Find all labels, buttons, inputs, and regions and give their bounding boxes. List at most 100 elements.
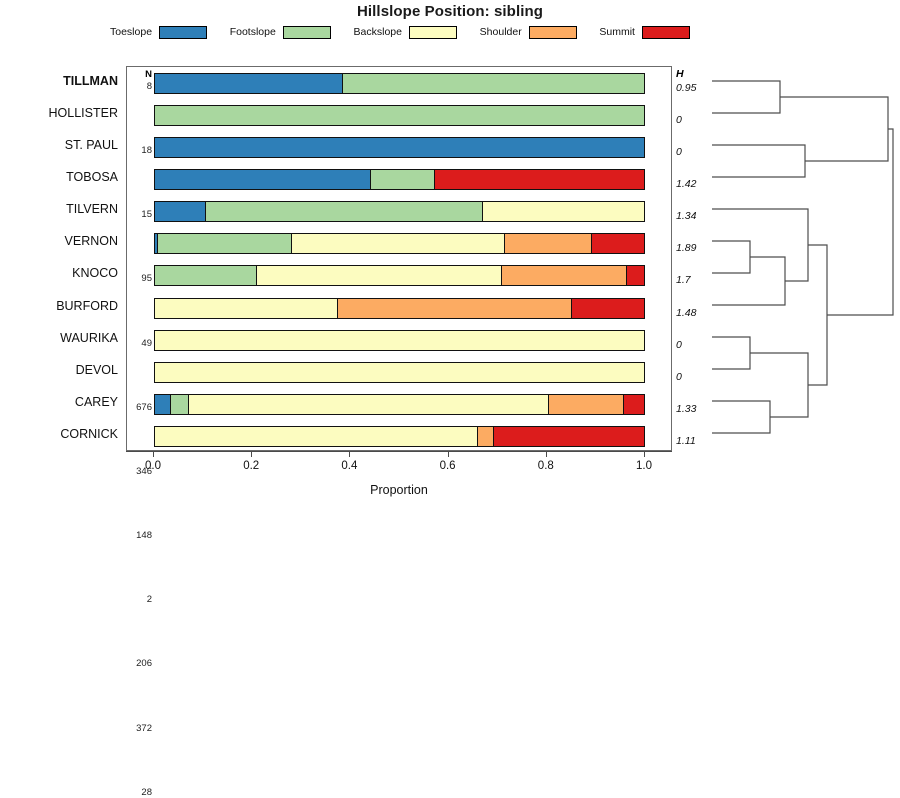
h-value: 1.42 bbox=[676, 178, 697, 191]
stacked-bar[interactable] bbox=[154, 73, 645, 94]
plot-panel: N 8 18 15 95 49 676 346 148 2 206 372 28 bbox=[126, 66, 673, 798]
bar-segment[interactable] bbox=[371, 170, 435, 190]
bar-segment[interactable] bbox=[256, 266, 503, 286]
stacked-bar[interactable] bbox=[154, 297, 645, 319]
legend-label: Toeslope bbox=[110, 26, 153, 38]
series-label: KNOCO bbox=[72, 266, 118, 281]
series-label: DEVOL bbox=[75, 362, 118, 377]
stacked-bar[interactable] bbox=[154, 105, 645, 127]
legend-item-footslope: Footslope bbox=[229, 25, 331, 39]
n-value: 28 bbox=[141, 786, 152, 798]
n-value: 95 bbox=[141, 273, 152, 285]
x-axis-tick-label: 0.4 bbox=[341, 460, 358, 472]
n-value: 15 bbox=[141, 209, 152, 221]
h-value: 1.89 bbox=[676, 242, 697, 255]
n-value: 148 bbox=[136, 530, 152, 542]
h-column-header: H bbox=[676, 68, 684, 80]
h-value: 1.11 bbox=[676, 434, 696, 447]
bar-row: 2 bbox=[127, 324, 673, 605]
bar-segment[interactable] bbox=[155, 74, 344, 93]
bar-segment[interactable] bbox=[155, 266, 257, 286]
bar-segment[interactable] bbox=[477, 426, 494, 446]
bar-segment[interactable] bbox=[548, 394, 625, 414]
series-label: TILLMAN bbox=[63, 74, 118, 88]
n-column-header: N bbox=[145, 69, 152, 80]
series-label: ST. PAUL bbox=[64, 138, 118, 153]
bar-segment[interactable] bbox=[155, 362, 644, 382]
stacked-bar[interactable] bbox=[154, 361, 645, 383]
stacked-bar[interactable] bbox=[154, 393, 645, 415]
bar-segment[interactable] bbox=[502, 266, 627, 286]
dendro-link-cd bbox=[712, 256, 786, 306]
bar-segment[interactable] bbox=[626, 266, 644, 286]
stacked-bar[interactable] bbox=[154, 137, 645, 159]
legend-label: Shoulder bbox=[479, 26, 522, 38]
n-value: 49 bbox=[141, 337, 152, 349]
h-value: 1.48 bbox=[676, 306, 697, 319]
dendro-link-e bbox=[712, 208, 809, 282]
bar-rows: 8 18 15 95 49 676 346 148 2 206 372 28 bbox=[127, 67, 673, 798]
stacked-bar[interactable] bbox=[154, 425, 645, 447]
legend-label: Backslope bbox=[353, 26, 402, 38]
page-title: Hillslope Position: sibling bbox=[356, 3, 544, 20]
h-value: 0 bbox=[676, 370, 682, 383]
series-label: CAREY bbox=[74, 394, 118, 409]
series-label: TOBOSA bbox=[66, 170, 118, 185]
n-value: 18 bbox=[141, 145, 152, 157]
x-axis-tick bbox=[349, 451, 351, 457]
dendrogram bbox=[690, 60, 900, 460]
bar-segment[interactable] bbox=[624, 394, 644, 414]
bar-row: 148 bbox=[127, 292, 673, 541]
bar-segment[interactable] bbox=[155, 394, 172, 414]
h-value: 1.7 bbox=[676, 274, 691, 287]
bar-segment[interactable] bbox=[155, 426, 478, 446]
bar-segment[interactable] bbox=[434, 170, 644, 190]
series-label: VERNON bbox=[64, 234, 118, 249]
n-value: 676 bbox=[136, 401, 152, 413]
bar-row: 28 bbox=[127, 420, 673, 798]
h-value: 1.34 bbox=[676, 210, 697, 223]
dendro-link-h bbox=[808, 244, 828, 386]
series-label: HOLLISTER bbox=[48, 106, 118, 121]
bar-segment[interactable] bbox=[155, 202, 206, 222]
n-value: 8 bbox=[146, 81, 152, 92]
bar-segment[interactable] bbox=[171, 394, 189, 414]
legend-label: Footslope bbox=[229, 26, 276, 38]
stacked-bar[interactable] bbox=[154, 329, 645, 351]
bar-segment[interactable] bbox=[493, 426, 644, 446]
bar-segment[interactable] bbox=[155, 138, 644, 158]
bar-segment[interactable] bbox=[155, 298, 339, 318]
dendrogram-svg bbox=[712, 80, 894, 434]
stacked-bar[interactable] bbox=[154, 233, 645, 255]
dendro-link-g bbox=[712, 400, 771, 434]
legend-item-toeslope: Toeslope bbox=[110, 25, 208, 39]
series-label: WAURIKA bbox=[60, 330, 118, 345]
bar-segment[interactable] bbox=[188, 394, 549, 414]
bar-segment[interactable] bbox=[157, 234, 293, 254]
bar-segment[interactable] bbox=[504, 234, 593, 254]
x-axis-tick bbox=[447, 451, 449, 457]
bar-segment[interactable] bbox=[205, 202, 483, 222]
bar-segment[interactable] bbox=[155, 170, 372, 190]
bar-segment[interactable] bbox=[592, 234, 644, 254]
bar-segment[interactable] bbox=[482, 202, 644, 222]
stacked-bar[interactable] bbox=[154, 201, 645, 223]
bar-segment[interactable] bbox=[292, 234, 505, 254]
x-axis-tick-label: 0.6 bbox=[439, 460, 456, 472]
bar-segment[interactable] bbox=[155, 106, 644, 126]
bar-row: 372 bbox=[127, 388, 673, 734]
x-axis-tick bbox=[153, 451, 154, 457]
stacked-bar[interactable] bbox=[154, 169, 645, 191]
series-label: CORNICK bbox=[60, 426, 118, 441]
bar-row: 15 bbox=[127, 131, 673, 220]
bar-segment[interactable] bbox=[338, 298, 573, 318]
bar-segment[interactable] bbox=[155, 234, 158, 254]
bar-segment[interactable] bbox=[155, 330, 644, 350]
n-value: 372 bbox=[136, 722, 152, 734]
dendro-link-b bbox=[712, 144, 806, 178]
x-axis-line bbox=[126, 451, 672, 452]
bar-segment[interactable] bbox=[343, 74, 644, 93]
bar-segment[interactable] bbox=[572, 298, 644, 318]
dendro-link-a bbox=[712, 80, 781, 114]
stacked-bar[interactable] bbox=[154, 265, 645, 287]
